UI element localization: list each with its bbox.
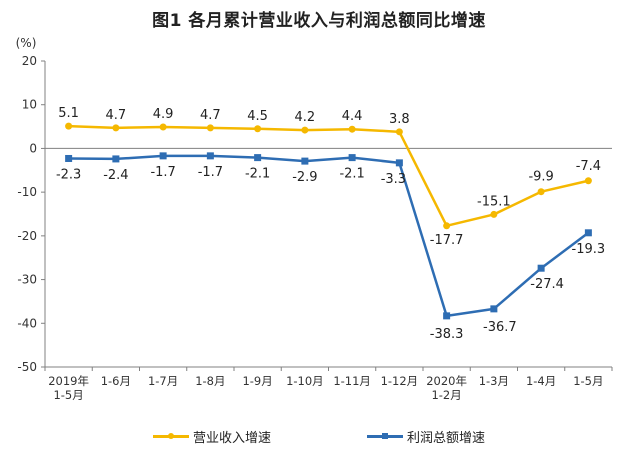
data-point-revenue	[537, 188, 545, 196]
data-label-profit: -1.7	[198, 165, 223, 180]
data-label-revenue: 4.2	[295, 110, 316, 125]
legend-item-profit: 利润总额增速	[367, 426, 485, 446]
chart-legend: 营业收入增速 利润总额增速	[0, 426, 638, 446]
data-point-revenue	[395, 128, 403, 136]
data-point-revenue	[443, 222, 451, 230]
legend-label-profit: 利润总额增速	[407, 430, 486, 446]
series-line-revenue	[68, 124, 589, 228]
y-tick-label: 20	[22, 54, 37, 68]
data-point-profit	[65, 154, 73, 162]
x-tick-label: 1-10月	[286, 374, 324, 388]
data-point-profit	[584, 229, 592, 237]
data-label-revenue: 4.5	[247, 109, 268, 124]
data-point-revenue	[584, 177, 592, 185]
legend-item-revenue: 营业收入增速	[152, 426, 271, 446]
data-point-profit	[159, 152, 167, 160]
data-point-profit	[206, 152, 214, 160]
data-label-profit: -2.4	[103, 168, 128, 183]
data-point-profit	[112, 155, 120, 163]
data-label-revenue: -15.1	[477, 194, 511, 209]
y-tick-label: -40	[17, 316, 37, 330]
x-tick-label: 1-4月	[526, 374, 556, 388]
data-label-profit: -38.3	[430, 327, 464, 342]
x-tick-label: 1-8月	[195, 374, 225, 388]
data-point-profit	[254, 154, 262, 162]
data-label-profit: -1.7	[150, 165, 175, 180]
x-tick-label: 1-5月	[573, 374, 603, 388]
legend-label-revenue: 营业收入增速	[192, 430, 271, 446]
data-label-profit: -27.4	[530, 277, 564, 292]
data-point-profit	[490, 305, 498, 313]
data-label-profit: -19.3	[572, 242, 606, 257]
data-label-revenue: -17.7	[430, 233, 464, 248]
data-point-revenue	[490, 210, 498, 218]
y-axis-unit-label: (%)	[16, 36, 37, 50]
data-label-revenue: 4.9	[153, 107, 174, 122]
data-point-revenue	[159, 123, 167, 131]
series-layer	[65, 122, 592, 320]
data-point-revenue	[206, 124, 214, 132]
data-labels-layer: 5.1 4.7 4.9 4.7 4.5 4.2 4.4 3.8 -17.7 -15.1 -9.9 -7…	[56, 106, 605, 342]
data-label-profit: -2.1	[245, 167, 270, 182]
x-tick-label: 2019年	[48, 374, 89, 388]
data-point-revenue	[65, 122, 73, 130]
data-label-profit: -2.9	[292, 170, 317, 185]
x-tick-label: 1-5月	[53, 388, 83, 402]
x-tick-label: 1-12月	[381, 374, 419, 388]
data-label-revenue: 3.8	[389, 112, 410, 127]
data-point-profit	[301, 157, 309, 165]
y-tick-label: -50	[17, 360, 37, 374]
legend-swatch-revenue	[152, 430, 189, 442]
data-label-profit: -3.3	[381, 172, 406, 187]
data-point-revenue	[301, 126, 309, 134]
data-label-revenue: -9.9	[528, 170, 553, 185]
x-tick-label: 1-3月	[479, 374, 509, 388]
x-tick-label: 1-2月	[431, 388, 461, 402]
data-label-profit: -2.1	[339, 167, 364, 182]
data-label-revenue: 4.4	[342, 109, 363, 124]
chart-title: 图1 各月累计营业收入与利润总额同比增速	[152, 11, 486, 31]
series-line-profit	[68, 154, 590, 318]
data-point-profit	[348, 154, 356, 162]
y-tick-label: 10	[22, 98, 37, 112]
data-label-profit: -36.7	[483, 320, 517, 335]
data-point-profit	[395, 159, 403, 167]
x-tick-label: 1-7月	[148, 374, 178, 388]
x-tick-label: 1-6月	[101, 374, 131, 388]
data-point-profit	[537, 264, 545, 272]
x-tick-label: 1-11月	[333, 374, 371, 388]
x-tick-label: 2020年	[426, 374, 467, 388]
data-label-profit: -2.3	[56, 167, 81, 182]
data-label-revenue: 5.1	[58, 106, 79, 121]
data-point-revenue	[254, 125, 262, 133]
data-label-revenue: 4.7	[106, 108, 127, 123]
data-point-revenue	[112, 124, 120, 132]
data-label-revenue: -7.4	[576, 159, 601, 174]
y-tick-label: -10	[17, 185, 37, 199]
y-tick-label: -30	[17, 273, 37, 287]
x-tick-label: 1-9月	[242, 374, 272, 388]
data-label-revenue: 4.7	[200, 108, 221, 123]
data-point-revenue	[348, 125, 356, 133]
data-point-profit	[443, 312, 451, 320]
y-tick-label: -20	[17, 229, 37, 243]
legend-swatch-profit	[367, 430, 403, 442]
y-tick-label: 0	[29, 141, 37, 155]
